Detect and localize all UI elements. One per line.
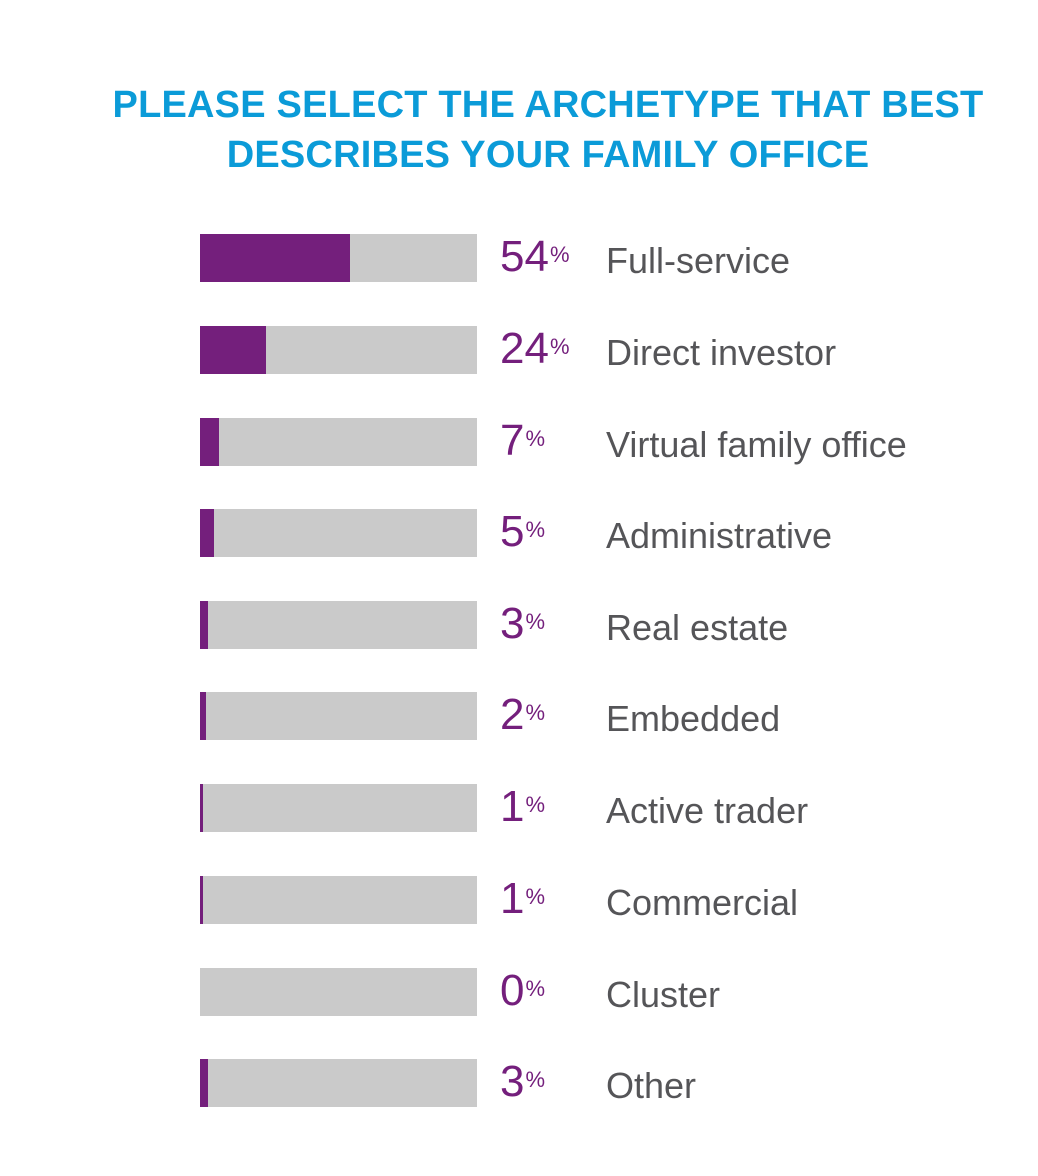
bar-fill (200, 784, 203, 832)
category-label: Commercial (606, 882, 799, 923)
value-unit: % (525, 792, 546, 817)
value-number: 1 (500, 782, 525, 831)
bar-track (200, 784, 477, 832)
value-number: 7 (500, 416, 525, 465)
value-number: 3 (500, 599, 525, 648)
value-number: 2 (500, 690, 525, 739)
bar-row: 24% Direct investor (0, 324, 1038, 374)
bar-fill (200, 1059, 209, 1107)
value-number: 5 (500, 507, 525, 556)
chart-title-line-2: DESCRIBES YOUR FAMILY OFFICE (226, 134, 870, 176)
category-label: Administrative (606, 515, 833, 556)
bar-track (200, 234, 477, 282)
value-unit: % (525, 976, 546, 1001)
bar-fill (200, 509, 214, 557)
value-label: 3% (500, 599, 545, 649)
bar-track (200, 1059, 477, 1107)
bar-track (200, 418, 477, 466)
bar-track (200, 876, 477, 924)
bar-row: 3% Real estate (0, 599, 1038, 649)
value-label: 54% (500, 232, 570, 282)
chart-title-line-1: PLEASE SELECT THE ARCHETYPE THAT BEST (112, 84, 984, 126)
bar-track (200, 509, 477, 557)
value-label: 24% (500, 324, 570, 374)
bar-track (200, 692, 477, 740)
value-label: 1% (500, 874, 545, 924)
value-unit: % (549, 334, 570, 359)
bar-fill (200, 234, 350, 282)
bar-fill (200, 601, 209, 649)
bar-fill (200, 418, 220, 466)
bar-row: 1% Commercial (0, 874, 1038, 924)
bar-row: 5% Administrative (0, 507, 1038, 557)
bar-fill (200, 876, 203, 924)
value-label: 2% (500, 690, 545, 740)
value-label: 1% (500, 782, 545, 832)
value-unit: % (525, 426, 546, 451)
bar-fill (200, 692, 206, 740)
bar-row: 1% Active trader (0, 782, 1038, 832)
bar-track (200, 326, 477, 374)
bar-fill (200, 326, 267, 374)
category-label: Virtual family office (606, 424, 907, 465)
bar-track (200, 968, 477, 1016)
value-label: 7% (500, 416, 545, 466)
value-unit: % (525, 1067, 546, 1092)
category-label: Embedded (606, 698, 781, 739)
category-label: Direct investor (606, 332, 837, 373)
category-label: Other (606, 1065, 697, 1106)
bar-row: 0% Cluster (0, 966, 1038, 1016)
value-number: 54 (500, 232, 549, 281)
value-number: 0 (500, 966, 525, 1015)
value-unit: % (525, 700, 546, 725)
category-label: Full-service (606, 240, 791, 281)
bar-row: 54% Full-service (0, 232, 1038, 282)
category-label: Cluster (606, 974, 721, 1015)
bar-track (200, 601, 477, 649)
value-unit: % (525, 609, 546, 634)
value-label: 0% (500, 966, 545, 1016)
category-label: Active trader (606, 790, 809, 831)
value-number: 1 (500, 874, 525, 923)
value-number: 3 (500, 1057, 525, 1106)
value-label: 3% (500, 1057, 545, 1107)
value-number: 24 (500, 324, 549, 373)
value-unit: % (525, 884, 546, 909)
chart-title: PLEASE SELECT THE ARCHETYPE THAT BEST DE… (0, 80, 1038, 180)
bar-row: 3% Other (0, 1057, 1038, 1107)
category-label: Real estate (606, 607, 789, 648)
value-label: 5% (500, 507, 545, 557)
bar-row: 7% Virtual family office (0, 416, 1038, 466)
value-unit: % (549, 242, 570, 267)
bar-row: 2% Embedded (0, 690, 1038, 740)
value-unit: % (525, 517, 546, 542)
